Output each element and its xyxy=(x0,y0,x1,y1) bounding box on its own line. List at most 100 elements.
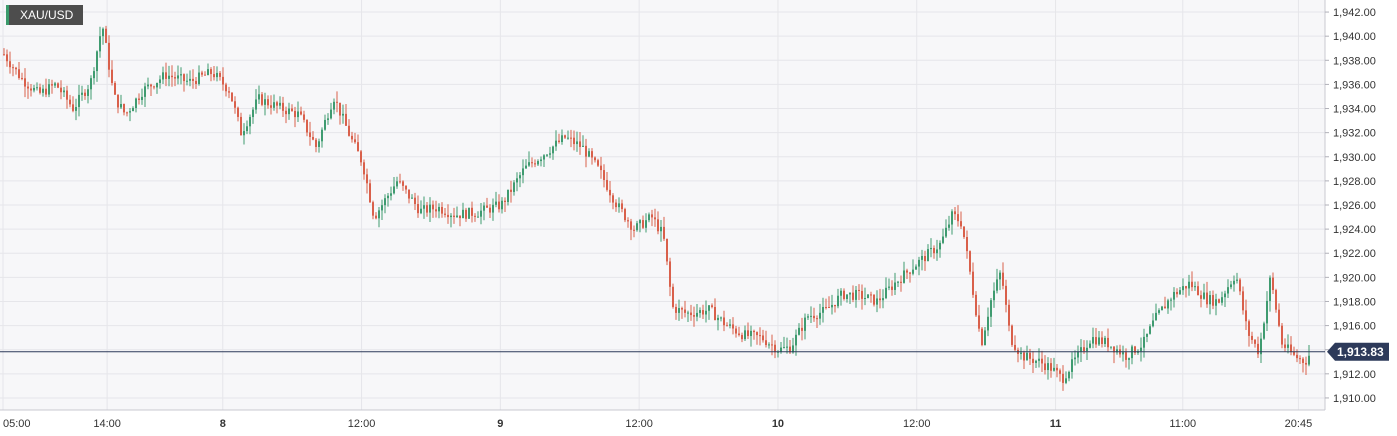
candle-body xyxy=(441,206,443,214)
candle-body xyxy=(264,99,266,105)
candle-body xyxy=(30,88,32,91)
candle-body xyxy=(1152,320,1154,327)
candle-body xyxy=(1146,333,1148,337)
candle-body xyxy=(819,312,821,319)
candle-body xyxy=(603,170,605,180)
candle-body xyxy=(699,310,701,313)
candle-body xyxy=(984,330,986,346)
candle-body xyxy=(588,151,590,157)
candle-body xyxy=(459,215,461,219)
candle-body xyxy=(447,214,449,218)
x-tick-label: 12:00 xyxy=(903,418,931,430)
candle-body xyxy=(438,206,440,212)
candle-body xyxy=(909,272,911,274)
candle-body xyxy=(315,139,317,147)
candle-body xyxy=(735,328,737,334)
candle-body xyxy=(558,140,560,143)
candle-body xyxy=(783,347,785,349)
candle-body xyxy=(69,99,71,105)
candle-body xyxy=(672,286,674,307)
candle-body xyxy=(765,340,767,346)
candle-body xyxy=(387,195,389,199)
candle-body xyxy=(336,101,338,103)
candle-body xyxy=(1032,358,1034,363)
candle-body xyxy=(144,86,146,97)
candle-body xyxy=(375,215,377,219)
candle-body xyxy=(393,186,395,194)
candle-body xyxy=(948,224,950,228)
candle-body xyxy=(831,304,833,308)
candle-body xyxy=(876,298,878,305)
candle-body xyxy=(816,318,818,320)
candle-body xyxy=(738,333,740,335)
candle-body xyxy=(21,77,23,79)
candle-body xyxy=(66,90,68,100)
candle-body xyxy=(228,91,230,93)
candle-body xyxy=(1065,378,1067,383)
candle-body xyxy=(267,99,269,106)
candle-body xyxy=(1023,352,1025,361)
candle-body xyxy=(921,255,923,260)
candle-body xyxy=(1131,346,1133,359)
candle-body xyxy=(1191,281,1193,288)
candle-body xyxy=(132,108,134,112)
candle-body xyxy=(972,271,974,295)
candle-body xyxy=(1056,367,1058,371)
candle-body xyxy=(465,209,467,219)
y-tick-label: 1,916.00 xyxy=(1333,321,1376,333)
candle-body xyxy=(1212,295,1214,306)
candle-body xyxy=(207,69,209,76)
candle-body xyxy=(552,146,554,154)
candle-body xyxy=(192,78,194,81)
candle-body xyxy=(1104,337,1106,344)
candle-body xyxy=(504,200,506,203)
candle-body xyxy=(492,204,494,213)
candle-body xyxy=(1080,347,1082,352)
candle-body xyxy=(252,109,254,118)
candle-body xyxy=(1257,343,1259,355)
y-tick-label: 1,918.00 xyxy=(1333,296,1376,308)
candle-body xyxy=(261,94,263,105)
y-tick-label: 1,932.00 xyxy=(1333,128,1376,140)
candle-body xyxy=(114,82,116,95)
candle-body xyxy=(600,165,602,171)
candle-body xyxy=(684,309,686,313)
candle-body xyxy=(186,80,188,82)
candle-body xyxy=(609,189,611,196)
candle-body xyxy=(1008,304,1010,326)
candle-body xyxy=(834,304,836,307)
candle-body xyxy=(282,102,284,111)
y-tick-label: 1,926.00 xyxy=(1333,200,1376,212)
candle-body xyxy=(159,79,161,83)
candle-body xyxy=(1278,309,1280,326)
candle-body xyxy=(1005,285,1007,305)
candle-body xyxy=(258,94,260,100)
candle-body xyxy=(543,155,545,160)
candle-body xyxy=(435,209,437,212)
candle-body xyxy=(549,153,551,155)
candle-body xyxy=(411,197,413,199)
candle-body xyxy=(750,330,752,337)
candle-body xyxy=(288,108,290,115)
candle-body xyxy=(1308,355,1310,365)
candle-body xyxy=(654,217,656,220)
candle-body xyxy=(3,54,5,56)
candle-body xyxy=(330,109,332,119)
candle-body xyxy=(327,118,329,120)
candle-body xyxy=(108,42,110,70)
candle-body xyxy=(630,221,632,230)
candle-body xyxy=(1095,337,1097,345)
candle-body xyxy=(567,137,569,139)
candle-body xyxy=(945,227,947,237)
candle-body xyxy=(501,200,503,210)
candle-body xyxy=(840,290,842,296)
y-tick-label: 1,912.00 xyxy=(1333,369,1376,381)
candle-body xyxy=(345,113,347,126)
candle-body xyxy=(900,281,902,283)
candle-body xyxy=(477,216,479,218)
candle-body xyxy=(1050,363,1052,371)
candle-body xyxy=(1029,352,1031,359)
candle-body xyxy=(960,221,962,227)
